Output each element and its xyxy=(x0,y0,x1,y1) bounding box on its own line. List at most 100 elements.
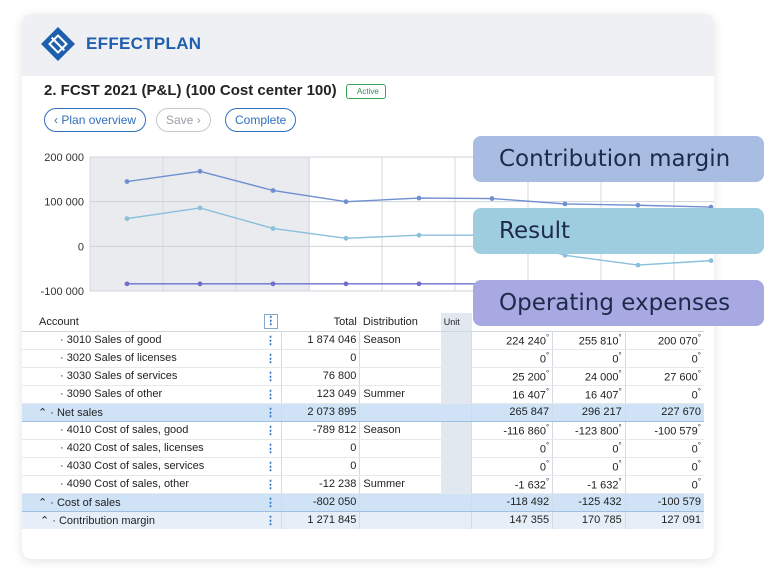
cell-month-1[interactable]: 25 200° xyxy=(471,367,553,386)
row-menu[interactable]: ⋮ xyxy=(260,385,282,404)
chart-point[interactable] xyxy=(635,202,641,208)
cell-month-2[interactable]: 0° xyxy=(552,457,626,476)
chart-point[interactable] xyxy=(270,188,276,193)
cell-distribution[interactable] xyxy=(359,403,441,422)
cell-unit[interactable] xyxy=(440,457,472,476)
table-row[interactable]: ⌃ · Contribution margin ⋮ 1 271 845 147 355… xyxy=(22,510,704,529)
row-menu[interactable]: ⋮ xyxy=(260,475,282,494)
plan-overview-button[interactable]: ‹ Plan overview xyxy=(44,108,147,132)
table-row[interactable]: · 3020 Sales of licenses ⋮ 0 0° 0° 0° xyxy=(22,349,704,368)
cell-account[interactable]: · 3090 Sales of other xyxy=(22,385,261,404)
column-header-total[interactable]: Total xyxy=(281,313,360,332)
cell-account[interactable]: ⌃ · Contribution margin xyxy=(22,510,261,529)
cell-month-2[interactable]: 24 000° xyxy=(552,367,626,386)
cell-account[interactable]: · 4030 Cost of sales, services xyxy=(22,457,261,476)
cell-month-3[interactable]: 0° xyxy=(624,385,704,404)
cell-month-1[interactable]: -118 492 xyxy=(471,493,553,512)
more-vertical-icon[interactable]: ⋮ xyxy=(264,424,276,437)
more-vertical-icon[interactable]: ⋮ xyxy=(264,514,276,527)
chart-point[interactable] xyxy=(416,281,422,287)
cell-total[interactable]: 0 xyxy=(280,349,360,368)
row-menu[interactable]: ⋮ xyxy=(260,331,282,350)
cell-total[interactable]: 1 874 046 xyxy=(280,331,360,350)
cell-unit[interactable] xyxy=(440,439,472,458)
cell-account[interactable]: ⌃ · Net sales xyxy=(22,403,261,422)
cell-total[interactable]: 0 xyxy=(280,439,360,458)
save-button[interactable]: Save › xyxy=(156,108,211,132)
table-row[interactable]: ⌃ · Net sales ⋮ 2 073 895 265 847 296 217 227… xyxy=(22,403,704,422)
cell-month-3[interactable]: 0° xyxy=(624,439,704,458)
chart-point[interactable] xyxy=(124,179,130,184)
cell-unit[interactable] xyxy=(440,367,472,386)
chart-point[interactable] xyxy=(343,235,349,241)
column-header-account[interactable]: Account xyxy=(22,313,261,332)
cell-distribution[interactable]: Season xyxy=(359,421,441,440)
more-vertical-icon[interactable]: ⋮ xyxy=(264,478,276,491)
chart-point[interactable] xyxy=(197,168,203,174)
cell-month-1[interactable]: 0° xyxy=(471,439,553,458)
cell-month-2[interactable]: 0° xyxy=(552,439,626,458)
more-vertical-icon[interactable]: ⋮ xyxy=(264,334,276,347)
more-vertical-icon[interactable]: ⋮ xyxy=(264,352,276,365)
cell-month-3[interactable]: 27 600° xyxy=(624,367,704,386)
chart-point[interactable] xyxy=(416,195,422,201)
chart-point[interactable] xyxy=(416,232,422,238)
cell-distribution[interactable] xyxy=(359,493,441,512)
chart-point[interactable] xyxy=(197,205,203,211)
cell-account[interactable]: · 4010 Cost of sales, good xyxy=(22,421,261,440)
cell-unit[interactable] xyxy=(440,421,472,440)
cell-unit[interactable] xyxy=(440,331,472,350)
cell-account[interactable]: ⌃ · Cost of sales xyxy=(22,493,261,512)
cell-month-1[interactable]: -1 632° xyxy=(471,475,553,494)
cell-account[interactable]: · 3010 Sales of good xyxy=(22,331,261,350)
column-header-unit[interactable]: Unit xyxy=(440,313,472,332)
cell-total[interactable]: 2 073 895 xyxy=(280,403,360,422)
cell-total[interactable]: 1 271 845 xyxy=(280,510,360,529)
more-vertical-icon[interactable]: ⋮ xyxy=(264,460,276,473)
cell-distribution[interactable]: Summer xyxy=(359,385,441,404)
cell-month-3[interactable]: 0° xyxy=(624,475,704,494)
row-menu[interactable]: ⋮ xyxy=(260,403,282,422)
table-row[interactable]: ⌃ · Cost of sales ⋮ -802 050 -118 492 -125 4… xyxy=(22,493,704,512)
row-menu[interactable]: ⋮ xyxy=(260,367,282,386)
cell-month-3[interactable]: 200 070° xyxy=(624,331,704,350)
cell-account[interactable]: · 3030 Sales of services xyxy=(22,367,261,386)
cell-total[interactable]: -12 238 xyxy=(280,475,360,494)
cell-unit[interactable] xyxy=(440,349,472,368)
cell-month-2[interactable]: -123 800° xyxy=(552,421,626,440)
chart-point[interactable] xyxy=(489,196,495,201)
cell-month-2[interactable]: 0° xyxy=(552,349,626,368)
cell-month-2[interactable]: 296 217 xyxy=(552,403,626,422)
table-row[interactable]: · 3030 Sales of services ⋮ 76 800 25 200° 24… xyxy=(22,367,704,386)
cell-month-3[interactable]: 227 670 xyxy=(624,403,704,422)
chart-point[interactable] xyxy=(270,226,276,231)
cell-distribution[interactable]: Season xyxy=(359,331,441,350)
cell-month-3[interactable]: -100 579 xyxy=(624,493,704,512)
table-row[interactable]: · 3090 Sales of other ⋮ 123 049 Summer 16 40… xyxy=(22,385,704,404)
cell-distribution[interactable] xyxy=(359,367,441,386)
row-menu[interactable]: ⋮ xyxy=(260,510,282,529)
cell-distribution[interactable] xyxy=(359,439,441,458)
cell-unit[interactable] xyxy=(440,403,472,422)
cell-month-2[interactable]: 255 810° xyxy=(552,331,626,350)
table-row[interactable]: · 3010 Sales of good ⋮ 1 874 046 Season 224 … xyxy=(22,331,704,350)
cell-account[interactable]: · 3020 Sales of licenses xyxy=(22,349,261,368)
more-vertical-icon[interactable]: ⋮ xyxy=(264,406,276,419)
cell-month-2[interactable]: -125 432 xyxy=(552,493,626,512)
more-vertical-icon[interactable]: ⋮ xyxy=(264,388,276,401)
cell-distribution[interactable]: Summer xyxy=(359,475,441,494)
more-vertical-icon[interactable]: ⋮ xyxy=(264,370,276,383)
row-menu[interactable]: ⋮ xyxy=(260,349,282,368)
cell-month-3[interactable]: -100 579° xyxy=(624,421,704,440)
cell-month-1[interactable]: 0° xyxy=(471,349,553,368)
cell-month-2[interactable]: -1 632° xyxy=(552,475,626,494)
chart-point[interactable] xyxy=(124,281,130,287)
chart-point[interactable] xyxy=(708,258,714,264)
cell-unit[interactable] xyxy=(440,385,472,404)
cell-month-1[interactable]: 16 407° xyxy=(471,385,553,404)
table-row[interactable]: · 4030 Cost of sales, services ⋮ 0 0° 0° 0° xyxy=(22,457,704,476)
cell-month-3[interactable]: 0° xyxy=(624,457,704,476)
row-menu[interactable]: ⋮ xyxy=(260,421,282,440)
cell-month-1[interactable]: 147 355 xyxy=(471,510,553,529)
cell-total[interactable]: -789 812 xyxy=(280,421,360,440)
